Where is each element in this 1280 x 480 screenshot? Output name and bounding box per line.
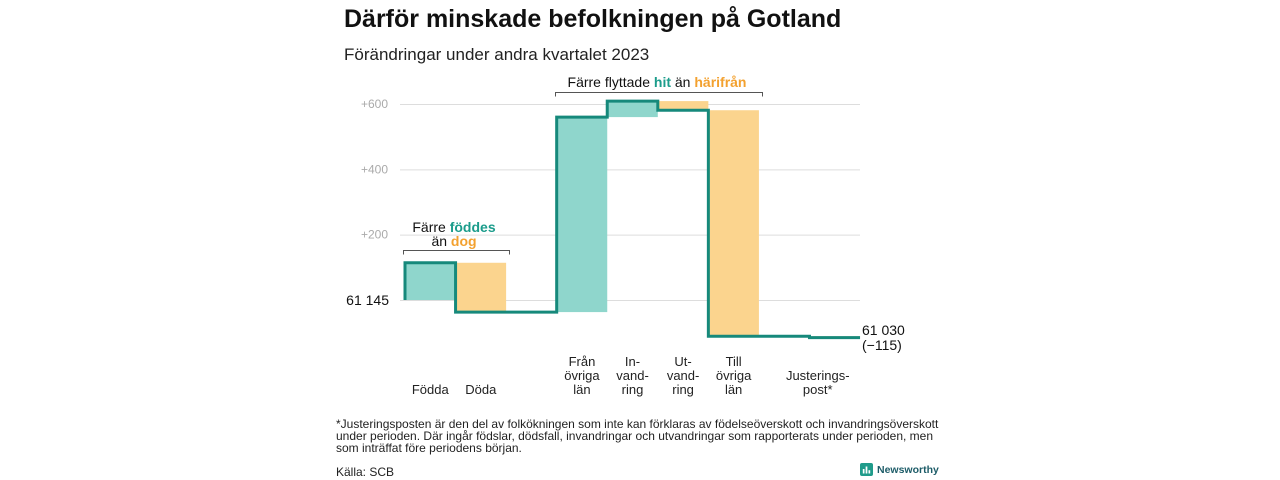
footnote-line: under perioden. Där ingår födslar, dödsf… bbox=[336, 429, 934, 443]
chart-subtitle: Förändringar under andra kvartalet 2023 bbox=[344, 45, 650, 64]
chart-title: Därför minskade befolkningen på Gotland bbox=[344, 5, 842, 33]
bar-from-other-counties bbox=[556, 117, 608, 313]
y-tick-label: +600 bbox=[361, 97, 388, 111]
annotation-highlight-from-here: härifrån bbox=[694, 74, 747, 90]
annotation-highlight-born: föddes bbox=[449, 219, 496, 235]
footnote-line: *Justeringsposten är den del av folkökni… bbox=[336, 417, 939, 431]
grid-layer: +200 +400 +600 61 145 bbox=[346, 97, 860, 308]
annotation-text: Färre flyttade bbox=[567, 74, 650, 90]
end-value: 61 030 bbox=[862, 322, 905, 338]
annotation-highlight-died: dog bbox=[450, 233, 477, 249]
bar-emigration bbox=[657, 101, 709, 111]
bars-layer bbox=[403, 99, 861, 340]
x-label-births: Födda bbox=[411, 382, 449, 397]
bar-deaths bbox=[455, 262, 507, 313]
y-tick-label: +200 bbox=[361, 228, 388, 242]
end-value-label: 61 030 (−115) bbox=[862, 323, 905, 353]
x-label-adjustment: Justerings- post* bbox=[785, 368, 850, 397]
annotation-fewer-born: Färre föddes än dog bbox=[394, 220, 514, 248]
annotation-line: än dog bbox=[394, 234, 514, 248]
annotation-fewer-moved: Färre flyttade hit än härifrån bbox=[537, 75, 777, 89]
y-tick-label: +400 bbox=[361, 162, 388, 176]
brand-logo[interactable]: Newsworthy bbox=[860, 463, 939, 476]
cumulative-step-line bbox=[403, 99, 861, 340]
brand-name: Newsworthy bbox=[877, 463, 939, 476]
bar-births bbox=[405, 262, 456, 301]
annotation-line: Färre föddes bbox=[394, 220, 514, 234]
footnote-line: som inträffat före periodens början. bbox=[336, 441, 522, 455]
bar-immigration bbox=[607, 101, 658, 118]
annotation-bracket-moves bbox=[555, 92, 763, 97]
footnote: *Justeringsposten är den del av folkökni… bbox=[336, 418, 938, 454]
annotation-text: än bbox=[431, 233, 448, 249]
annotation-bracket-births bbox=[403, 250, 510, 255]
x-label-from-other-counties: Från övriga län bbox=[564, 354, 600, 397]
source-credit: Källa: SCB bbox=[336, 465, 395, 479]
annotation-highlight-here: hit bbox=[653, 74, 671, 90]
x-label-to-other-counties: Till övriga län bbox=[715, 354, 752, 397]
x-label-immigration: In- vand- ring bbox=[616, 354, 649, 397]
x-label-emigration: Ut- vand- ring bbox=[666, 354, 700, 397]
annotation-text: än bbox=[674, 74, 691, 90]
x-label-deaths: Döda bbox=[465, 382, 497, 397]
annotation-text: Färre bbox=[412, 219, 446, 235]
bar-to-other-counties bbox=[708, 110, 759, 337]
end-change: (−115) bbox=[862, 337, 902, 353]
bar-chart-logo-icon bbox=[860, 463, 873, 476]
start-value-label: 61 145 bbox=[346, 292, 389, 308]
